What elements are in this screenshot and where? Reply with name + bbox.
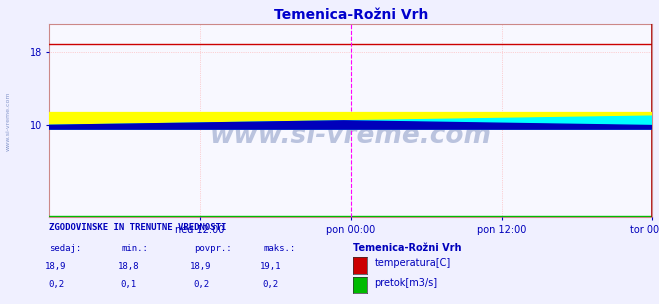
Text: www.si-vreme.com: www.si-vreme.com	[210, 123, 492, 149]
Text: 19,1: 19,1	[260, 262, 281, 271]
Text: maks.:: maks.:	[264, 244, 296, 253]
Text: ZGODOVINSKE IN TRENUTNE VREDNOSTI: ZGODOVINSKE IN TRENUTNE VREDNOSTI	[49, 223, 227, 232]
Text: sedaj:: sedaj:	[49, 244, 82, 253]
Text: Temenica-Rožni Vrh: Temenica-Rožni Vrh	[353, 243, 461, 253]
Polygon shape	[0, 112, 659, 129]
Polygon shape	[0, 121, 659, 129]
Text: 18,8: 18,8	[118, 262, 139, 271]
Title: Temenica-Rožni Vrh: Temenica-Rožni Vrh	[273, 8, 428, 22]
Text: 18,9: 18,9	[45, 262, 67, 271]
Text: 0,2: 0,2	[193, 280, 209, 289]
Text: www.si-vreme.com: www.si-vreme.com	[5, 92, 11, 151]
Text: 18,9: 18,9	[190, 262, 212, 271]
Text: temperatura[C]: temperatura[C]	[374, 258, 451, 268]
Text: 0,2: 0,2	[262, 280, 278, 289]
Text: pretok[m3/s]: pretok[m3/s]	[374, 278, 438, 288]
Text: 0,2: 0,2	[48, 280, 64, 289]
Text: povpr.:: povpr.:	[194, 244, 232, 253]
Text: 0,1: 0,1	[121, 280, 136, 289]
Polygon shape	[0, 112, 659, 129]
Text: min.:: min.:	[122, 244, 149, 253]
